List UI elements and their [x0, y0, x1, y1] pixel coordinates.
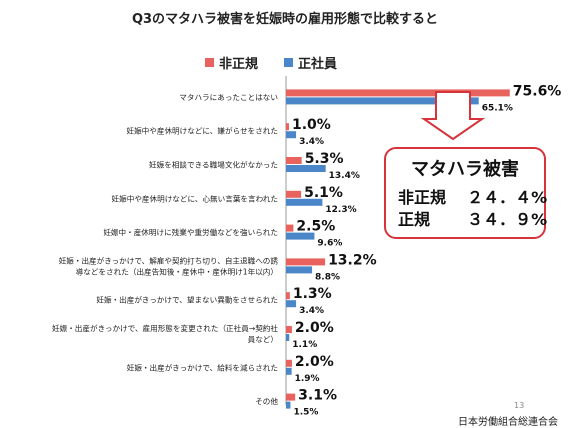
callout-label-nonregular: 非正規: [398, 188, 447, 207]
bar-regular: [286, 367, 292, 375]
category-label: 妊娠中・産休明けに残業や重労働などを強いられた: [103, 227, 278, 237]
data-label-regular: 12.3%: [325, 205, 356, 215]
legend-item-nonregular: 非正規: [205, 53, 258, 72]
data-label-nonregular: 3.1%: [298, 388, 337, 404]
callout-box: マタハラ被害 非正規 ２４．４% 正規 ３４．９%: [384, 147, 547, 239]
data-label-regular: 65.1%: [482, 103, 513, 113]
callout-row-regular: 正規 ３４．９%: [398, 209, 547, 231]
legend-label-regular: 正社員: [298, 57, 338, 72]
organization-name: 日本労働組合総連合会: [458, 417, 558, 428]
bar-nonregular: [286, 326, 292, 333]
data-label-regular: 9.6%: [317, 239, 342, 249]
callout-title: マタハラ被害: [411, 159, 519, 180]
category-label: マタハラにあったことはない: [179, 93, 278, 102]
data-label-nonregular: 75.6%: [513, 83, 562, 99]
bar-nonregular: [286, 359, 292, 367]
callout-value-regular: ３４．９%: [467, 210, 548, 229]
legend-swatch-nonregular: [205, 58, 214, 67]
chart-title: Q3のマタハラ被害を妊娠時の雇用形態で比較すると: [131, 12, 439, 27]
bar-regular: [286, 97, 479, 105]
data-label-nonregular: 1.3%: [293, 286, 332, 302]
category-label: 妊娠・出産がきっかけで、望まない異動をさせられた: [96, 295, 278, 305]
bar-nonregular: [286, 292, 290, 300]
page-number: 13: [514, 401, 525, 410]
bar-nonregular: [286, 224, 294, 232]
category-label: 導などをされた（出産告知後・産休中・産休明け1年以内）: [76, 266, 278, 276]
category-label: 妊娠を相談できる職場文化がなかった: [149, 160, 278, 170]
down-arrow-icon: [420, 91, 486, 141]
bar-nonregular: [286, 157, 302, 164]
legend-swatch-regular: [284, 58, 294, 67]
data-label-nonregular: 1.0%: [292, 117, 331, 133]
callout-label-regular: 正規: [398, 210, 431, 229]
category-label: 員など）: [248, 335, 278, 344]
bar-regular: [286, 401, 291, 409]
data-label-regular: 1.5%: [293, 408, 318, 418]
bar-nonregular: [286, 123, 289, 131]
callout-row-nonregular: 非正規 ２４．４%: [398, 187, 547, 209]
bar-regular: [286, 165, 326, 172]
bar-regular: [286, 266, 313, 274]
category-label: 妊娠・出産がきっかけで、給料を減らされた: [127, 362, 278, 372]
bar-nonregular: [286, 258, 326, 266]
data-label-nonregular: 2.0%: [295, 354, 334, 370]
data-label-nonregular: 2.5%: [296, 219, 335, 235]
category-label: 妊娠中や産休明けなどに、心無い言葉を言われた: [112, 193, 278, 203]
data-label-nonregular: 5.1%: [304, 185, 343, 201]
bar-nonregular: [286, 190, 302, 198]
data-label-regular: 1.9%: [295, 374, 320, 384]
data-label-nonregular: 2.0%: [295, 320, 334, 336]
legend-label-nonregular: 非正規: [219, 57, 259, 72]
legend: 非正規 正社員: [205, 53, 363, 72]
legend-item-regular: 正社員: [284, 53, 337, 72]
category-label: 妊娠・出産がきっかけで、解雇や契約打ち切り、自主退職への誘: [59, 255, 279, 265]
data-label-regular: 3.4%: [299, 306, 324, 316]
data-label-nonregular: 5.3%: [305, 151, 344, 167]
bar-regular: [286, 334, 290, 341]
category-label: 妊娠中や産休明けなどに、嫌がらせをされた: [127, 126, 279, 136]
bar-nonregular: [286, 89, 510, 97]
category-label: 妊娠・出産がきっかけで、雇用形態を変更された（正社員→契約社: [52, 323, 278, 333]
callout-value-nonregular: ２４．４%: [467, 188, 548, 207]
data-label-regular: 1.1%: [292, 340, 317, 350]
bar-nonregular: [286, 393, 296, 401]
bar-regular: [286, 131, 297, 139]
data-label-nonregular: 13.2%: [328, 252, 377, 268]
category-label: その他: [255, 396, 278, 406]
data-label-regular: 13.4%: [329, 171, 360, 181]
data-label-regular: 8.8%: [315, 272, 340, 282]
bar-regular: [286, 198, 323, 206]
bar-regular: [286, 300, 297, 308]
bar-regular: [286, 232, 315, 240]
data-label-regular: 3.4%: [299, 137, 324, 147]
